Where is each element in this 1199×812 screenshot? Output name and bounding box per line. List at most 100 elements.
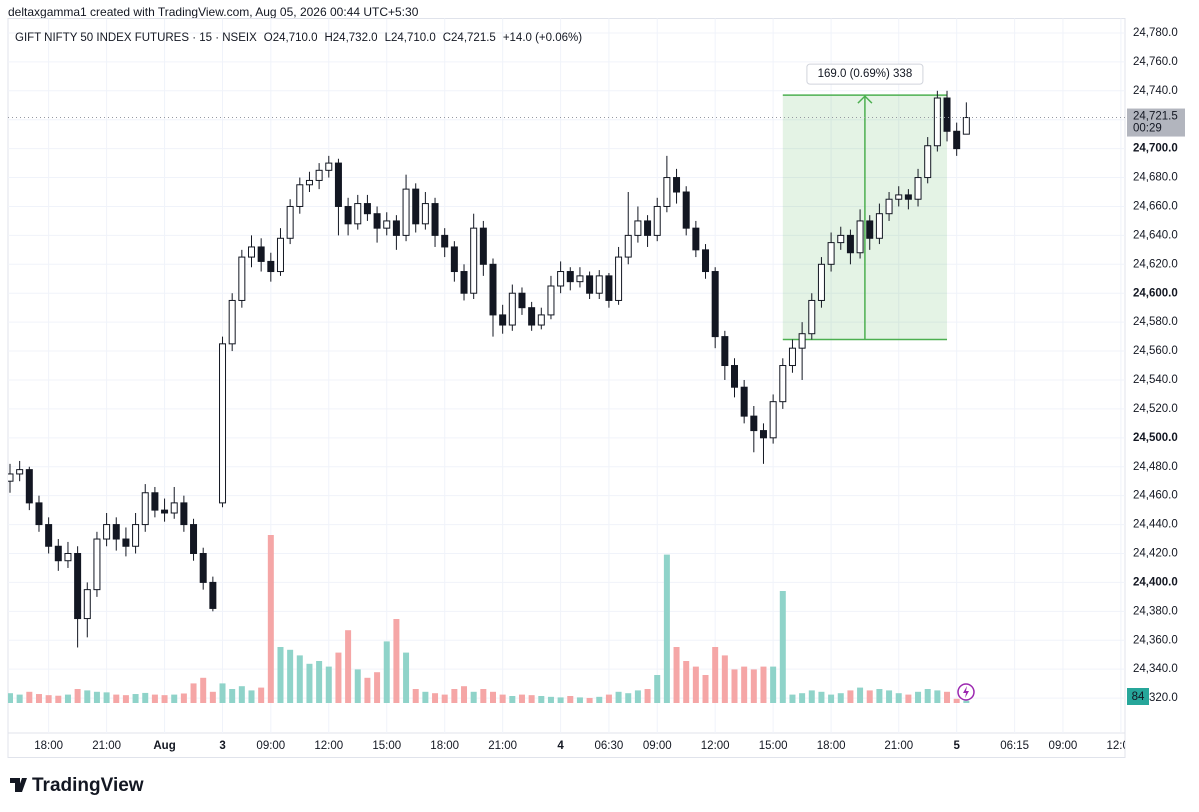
volume-bar xyxy=(644,689,651,703)
volume-bar xyxy=(905,694,912,703)
volume-bar xyxy=(596,696,603,703)
volume-bar xyxy=(721,655,728,703)
candle-body xyxy=(132,524,140,547)
candle-body xyxy=(943,97,951,132)
y-tick-label: 24,560.0 xyxy=(1133,345,1178,357)
volume-bar xyxy=(403,652,410,703)
candle-body xyxy=(450,246,458,273)
countdown: 00:29 xyxy=(1133,123,1162,135)
candle-body xyxy=(953,130,961,150)
candle-body xyxy=(586,275,594,294)
y-tick-label: 24,600.0 xyxy=(1133,287,1178,299)
volume-bar xyxy=(171,694,178,703)
volume-bar xyxy=(248,690,255,703)
candle-body xyxy=(431,203,439,236)
candle-body xyxy=(305,179,313,186)
candle-body xyxy=(895,194,903,200)
volume-bar xyxy=(895,693,902,703)
volume-bar xyxy=(132,694,139,703)
volume-bar xyxy=(122,695,129,703)
candle-body xyxy=(933,97,941,147)
candle-body xyxy=(537,314,545,326)
volume-bar xyxy=(209,691,216,703)
candle-body xyxy=(383,220,391,229)
alert-icon[interactable] xyxy=(957,683,975,701)
legend-item: O24,710.0 xyxy=(264,32,318,44)
candle-body xyxy=(161,509,169,514)
volume-bar xyxy=(692,666,699,703)
candle-body xyxy=(141,492,149,526)
candle-body xyxy=(25,469,33,504)
volume-bar xyxy=(915,691,922,703)
volume-bar xyxy=(789,694,796,703)
candle-body xyxy=(682,191,690,229)
volume-bar xyxy=(45,695,52,703)
volume-bar xyxy=(557,697,564,703)
y-tick-label: 24,520.0 xyxy=(1133,403,1178,415)
candle-body xyxy=(315,169,323,181)
y-tick-label: 24,500.0 xyxy=(1133,432,1178,444)
volume-bar xyxy=(151,694,158,703)
x-tick-label: 21:00 xyxy=(488,740,517,752)
candle-body xyxy=(103,524,111,540)
candle-body xyxy=(276,237,284,273)
volume-bar xyxy=(953,698,960,703)
candle-body xyxy=(489,263,497,316)
measure-arrowhead xyxy=(857,95,873,104)
volume-bar xyxy=(306,663,313,703)
y-tick-label: 24,580.0 xyxy=(1133,316,1178,328)
volume-bar xyxy=(422,691,429,703)
y-tick-label: 24,740.0 xyxy=(1133,85,1178,97)
candle-body xyxy=(595,275,603,294)
candle-body xyxy=(267,260,275,273)
candle-body xyxy=(54,545,62,562)
legend-item: L24,710.0 xyxy=(385,32,436,44)
volume-bar xyxy=(499,694,506,703)
volume-bar xyxy=(750,669,757,703)
candle-body xyxy=(8,473,14,482)
y-tick-label: 24,680.0 xyxy=(1133,172,1178,184)
volume-bar xyxy=(576,697,583,703)
volume-bar xyxy=(847,690,854,703)
candle-body xyxy=(112,524,120,540)
candle-body xyxy=(402,188,410,236)
legend-item: C24,721.5 xyxy=(443,32,496,44)
candle-body xyxy=(190,524,198,554)
volume-bar xyxy=(8,693,13,703)
volume-bar xyxy=(673,647,680,703)
volume-bar xyxy=(287,649,294,703)
candle-body xyxy=(557,271,565,287)
candle-body xyxy=(653,205,661,236)
x-tick-label: 09:00 xyxy=(1049,740,1078,752)
volume-bar xyxy=(828,694,835,703)
volume-bar xyxy=(712,647,719,703)
candle-body xyxy=(624,234,632,258)
candle-body xyxy=(856,220,864,254)
volume-bar xyxy=(180,693,187,703)
volume-bar xyxy=(190,683,197,703)
candle-body xyxy=(644,220,652,236)
volume-bar xyxy=(461,686,468,703)
candle-body xyxy=(209,581,217,609)
x-tick-label: 5 xyxy=(953,740,960,752)
candle-body xyxy=(74,552,82,620)
volume-bar xyxy=(490,691,496,703)
candle-body xyxy=(750,415,758,432)
volume-bar xyxy=(441,694,448,703)
x-tick-label: 21:00 xyxy=(92,740,121,752)
x-tick-label: 09:00 xyxy=(256,740,285,752)
x-tick-label: 12:00 xyxy=(314,740,343,752)
candle-body xyxy=(334,162,342,207)
candle-body xyxy=(924,145,932,179)
candle-body xyxy=(508,292,516,326)
x-tick-label: 4 xyxy=(557,740,564,752)
volume-bar xyxy=(837,693,844,703)
x-tick-label: 21:00 xyxy=(884,740,913,752)
y-tick-label: 24,540.0 xyxy=(1133,374,1178,386)
volume-bar xyxy=(200,677,207,703)
volume-bar xyxy=(316,661,323,703)
x-tick-label: 18:00 xyxy=(430,740,459,752)
measure-label: 169.0 (0.69%) 338 xyxy=(818,68,913,80)
candle-body xyxy=(35,502,43,526)
volume-bar xyxy=(876,689,883,703)
